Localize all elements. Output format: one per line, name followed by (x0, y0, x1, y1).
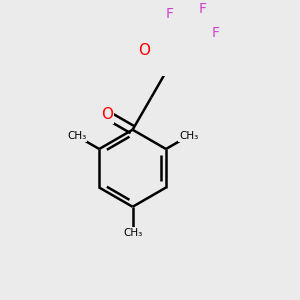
Text: F: F (212, 26, 220, 40)
Text: F: F (198, 2, 206, 16)
Text: F: F (165, 7, 173, 20)
Text: CH₃: CH₃ (179, 131, 198, 141)
Text: CH₃: CH₃ (67, 131, 86, 141)
Text: O: O (101, 107, 113, 122)
Text: CH₃: CH₃ (123, 228, 142, 238)
Text: O: O (138, 43, 150, 58)
